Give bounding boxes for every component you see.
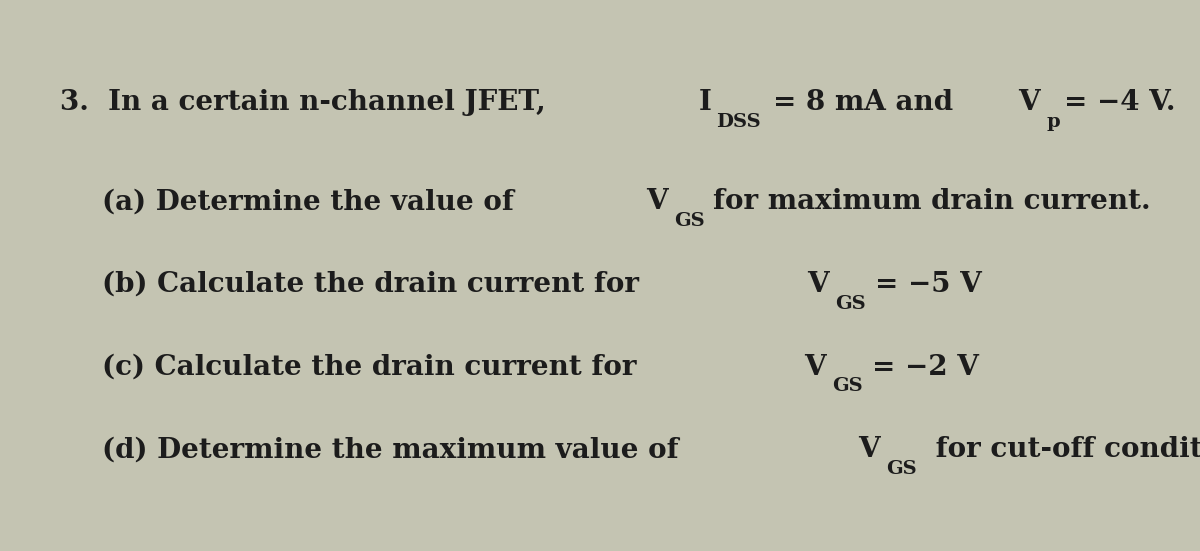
Text: GS: GS: [887, 460, 917, 478]
Text: (d) Determine the maximum value of: (d) Determine the maximum value of: [102, 436, 689, 463]
Text: for maximum drain current.: for maximum drain current.: [713, 188, 1151, 215]
Text: for cut-off condition.: for cut-off condition.: [926, 436, 1200, 463]
Text: GS: GS: [673, 212, 704, 230]
Text: GS: GS: [832, 377, 863, 395]
Text: = −2 V: = −2 V: [871, 354, 978, 381]
Text: GS: GS: [835, 295, 866, 312]
Text: 3.  In a certain n-channel JFET,: 3. In a certain n-channel JFET,: [60, 89, 556, 116]
Text: V: V: [858, 436, 880, 463]
Text: = −5 V: = −5 V: [875, 271, 982, 298]
Text: DSS: DSS: [716, 113, 761, 131]
Text: (a) Determine the value of: (a) Determine the value of: [102, 188, 523, 215]
Text: p: p: [1046, 113, 1060, 131]
Text: (c) Calculate the drain current for: (c) Calculate the drain current for: [102, 354, 646, 381]
Text: V: V: [646, 188, 667, 215]
Text: = −4 V.: = −4 V.: [1063, 89, 1175, 116]
Text: V: V: [1019, 89, 1040, 116]
Text: = 8 mA and: = 8 mA and: [773, 89, 964, 116]
Text: V: V: [804, 354, 826, 381]
Text: V: V: [808, 271, 829, 298]
Text: (b) Calculate the drain current for: (b) Calculate the drain current for: [102, 271, 649, 298]
Text: I: I: [700, 89, 712, 116]
